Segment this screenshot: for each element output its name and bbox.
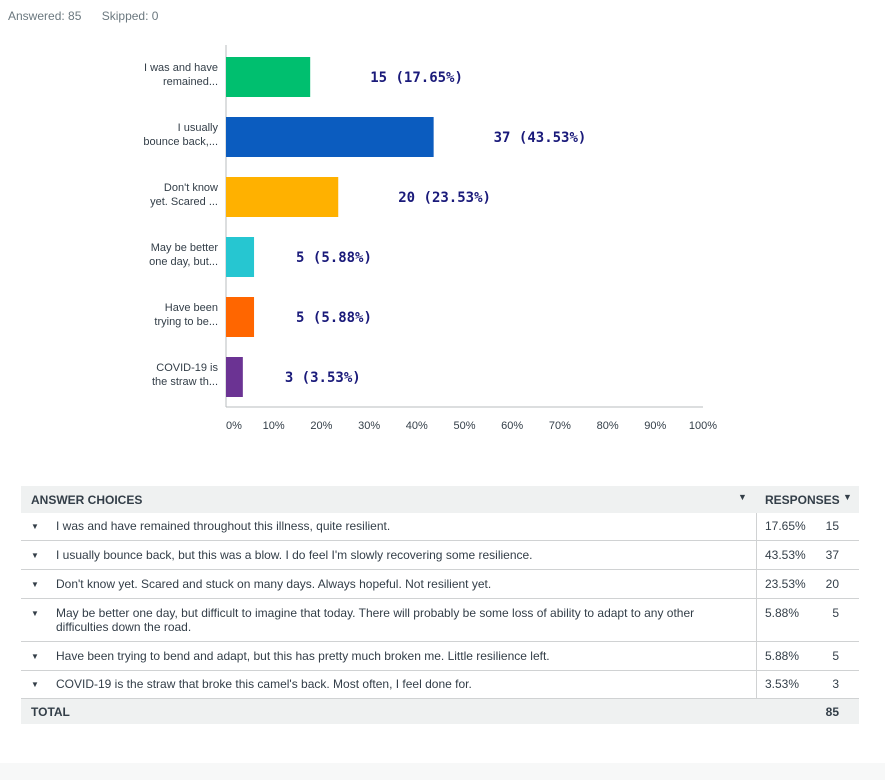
category-label: COVID-19 is (156, 362, 218, 374)
column-divider (756, 570, 757, 598)
x-tick-label: 10% (263, 420, 285, 432)
x-tick-label: 70% (549, 420, 571, 432)
answer-percent: 23.53% (765, 577, 806, 591)
answered-count: Answered: 85 (8, 9, 82, 23)
table-row: ▼ Have been trying to bend and adapt, bu… (21, 642, 859, 671)
data-label: 37 (43.53%) (494, 130, 587, 146)
answer-choices-header: ANSWER CHOICES (31, 493, 143, 507)
category-label: the straw th... (152, 376, 218, 388)
response-summary: Answered: 85 Skipped: 0 (8, 9, 175, 23)
chart-bar (226, 177, 339, 217)
table-header: ANSWER CHOICES ▼ RESPONSES ▼ (21, 486, 859, 513)
table-total-row: TOTAL 85 (21, 699, 859, 724)
skipped-count: Skipped: 0 (101, 9, 159, 23)
answer-count: 5 (832, 649, 839, 663)
chevron-down-icon[interactable]: ▼ (31, 609, 39, 618)
table-row: ▼ COVID-19 is the straw that broke this … (21, 671, 859, 699)
chevron-down-icon[interactable]: ▼ (31, 652, 39, 661)
x-tick-label: 0% (226, 420, 242, 432)
chart-bar (226, 57, 311, 97)
answer-text: I usually bounce back, but this was a bl… (56, 548, 533, 562)
answer-text: Have been trying to bend and adapt, but … (56, 649, 550, 663)
category-label: bounce back,... (143, 136, 218, 148)
answer-count: 3 (832, 677, 839, 691)
category-label: May be better (151, 242, 219, 254)
x-tick-label: 80% (597, 420, 619, 432)
x-tick-label: 30% (358, 420, 380, 432)
answer-text: COVID-19 is the straw that broke this ca… (56, 677, 472, 691)
chart-bar (226, 357, 243, 397)
answer-percent: 3.53% (765, 677, 800, 691)
category-label: remained... (163, 76, 218, 88)
column-divider (756, 599, 757, 641)
answer-percent: 17.65% (765, 519, 806, 533)
answer-count: 5 (832, 606, 839, 620)
answer-table: ANSWER CHOICES ▼ RESPONSES ▼ ▼ I was and… (21, 486, 859, 724)
x-tick-label: 50% (453, 420, 475, 432)
table-row: ▼ May be better one day, but difficult t… (21, 599, 859, 642)
category-label: I usually (178, 122, 219, 134)
data-label: 3 (3.53%) (285, 370, 361, 386)
chevron-down-icon[interactable]: ▼ (31, 522, 39, 531)
category-label: yet. Scared ... (150, 196, 218, 208)
total-label: TOTAL (31, 705, 70, 719)
total-value: 85 (825, 705, 839, 719)
chart-bar (226, 297, 255, 337)
responses-header[interactable]: RESPONSES (765, 493, 840, 507)
answer-count: 37 (825, 548, 839, 562)
data-label: 5 (5.88%) (296, 250, 372, 266)
column-divider (756, 513, 757, 540)
column-divider (756, 642, 757, 670)
table-row: ▼ I usually bounce back, but this was a … (21, 541, 859, 570)
category-label: Don't know (164, 182, 218, 194)
chevron-down-icon[interactable]: ▼ (31, 580, 39, 589)
chart-bar (226, 237, 255, 277)
data-label: 15 (17.65%) (370, 70, 463, 86)
bar-chart: I was and have remained... 15 (17.65%) I us… (143, 45, 717, 432)
answer-count: 15 (825, 519, 839, 533)
category-label: Have been (165, 302, 218, 314)
x-tick-label: 20% (310, 420, 332, 432)
chart-bar (226, 117, 434, 157)
column-divider (756, 671, 757, 698)
category-label: I was and have (144, 62, 218, 74)
answer-percent: 5.88% (765, 606, 800, 620)
chevron-down-icon[interactable]: ▼ (31, 551, 39, 560)
answer-text: I was and have remained throughout this … (56, 519, 391, 533)
answer-percent: 43.53% (765, 548, 806, 562)
sort-choices-icon[interactable]: ▼ (738, 492, 747, 502)
category-label: one day, but... (149, 256, 218, 268)
data-label: 20 (23.53%) (398, 190, 491, 206)
answer-percent: 5.88% (765, 649, 800, 663)
footer-strip (0, 763, 885, 780)
data-label: 5 (5.88%) (296, 310, 372, 326)
answer-text: Don't know yet. Scared and stuck on many… (56, 577, 492, 591)
x-tick-label: 60% (501, 420, 523, 432)
answer-text: May be better one day, but difficult to … (56, 606, 695, 634)
sort-responses-icon[interactable]: ▼ (843, 492, 852, 502)
x-tick-label: 90% (644, 420, 666, 432)
table-row: ▼ I was and have remained throughout thi… (21, 513, 859, 541)
x-tick-label: 100% (689, 420, 717, 432)
answer-count: 20 (825, 577, 839, 591)
column-divider (756, 541, 757, 569)
chevron-down-icon[interactable]: ▼ (31, 680, 39, 689)
table-row: ▼ Don't know yet. Scared and stuck on ma… (21, 570, 859, 599)
x-tick-label: 40% (406, 420, 428, 432)
category-label: trying to be... (154, 316, 218, 328)
